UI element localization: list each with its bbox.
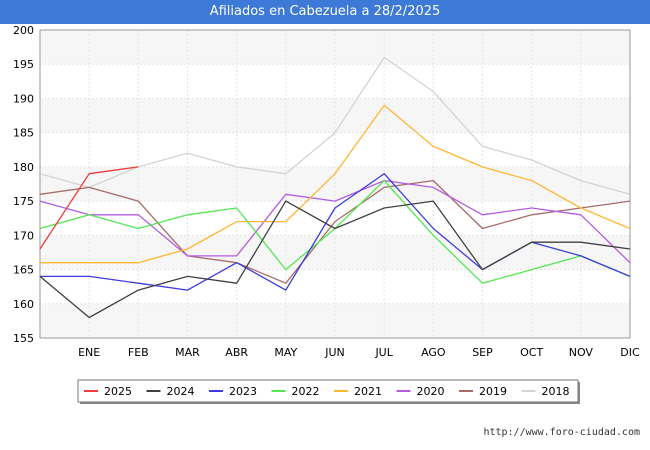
x-tick-label: DIC — [620, 346, 640, 359]
y-tick-label: 190 — [13, 92, 34, 105]
source-url: http://www.foro-ciudad.com — [483, 427, 640, 438]
legend-label-2018: 2018 — [542, 385, 570, 398]
x-tick-label: SEP — [472, 346, 493, 359]
x-tick-label: ENE — [78, 346, 100, 359]
x-tick-label: ABR — [225, 346, 248, 359]
y-tick-label: 160 — [13, 298, 34, 311]
y-tick-label: 155 — [13, 332, 34, 345]
legend-box — [77, 379, 579, 403]
legend-label-2025: 2025 — [104, 385, 132, 398]
legend-label-2022: 2022 — [292, 385, 320, 398]
legend-label-2020: 2020 — [417, 385, 445, 398]
series-line-2021 — [40, 104, 631, 264]
y-tick-label: 180 — [13, 161, 34, 174]
y-tick-label: 185 — [13, 127, 34, 140]
series-lines — [39, 56, 631, 319]
grid-band — [40, 303, 630, 338]
x-tick-label: MAR — [175, 346, 200, 359]
grid-band — [40, 132, 630, 167]
series-line-2025 — [39, 166, 139, 250]
legend-label-2021: 2021 — [354, 385, 382, 398]
plot-grid — [39, 29, 631, 339]
legend-label-2024: 2024 — [167, 385, 195, 398]
grid-band — [40, 64, 630, 99]
x-tick-label: FEB — [128, 346, 149, 359]
legend-label-2023: 2023 — [229, 385, 257, 398]
plot-frame — [39, 29, 631, 339]
y-tick-label: 165 — [13, 264, 34, 277]
x-tick-label: JUN — [324, 346, 345, 359]
chart-title: Afiliados en Cabezuela a 28/2/2025 — [0, 0, 650, 24]
axes: 155 160 165 170 175 180 185 190 195 200 ENE FEB MAR A… — [13, 24, 640, 359]
series-line-2024 — [39, 200, 631, 319]
legend: 2025 2024 2023 2022 2021 2020 2019 2018 — [77, 379, 580, 404]
series-line-2019 — [39, 179, 631, 284]
grid-band — [40, 235, 630, 270]
y-tick-label: 170 — [13, 229, 34, 242]
x-tick-label: AGO — [421, 346, 446, 359]
y-tick-label: 175 — [13, 195, 34, 208]
x-tick-label: MAY — [274, 346, 297, 359]
x-tick-label: OCT — [520, 346, 543, 359]
series-line-2020 — [39, 179, 631, 264]
legend-label-2019: 2019 — [479, 385, 507, 398]
x-tick-label: JUL — [374, 346, 393, 359]
y-tick-label: 195 — [13, 58, 34, 71]
y-tick-label: 200 — [13, 24, 34, 37]
x-tick-label: NOV — [569, 346, 594, 359]
